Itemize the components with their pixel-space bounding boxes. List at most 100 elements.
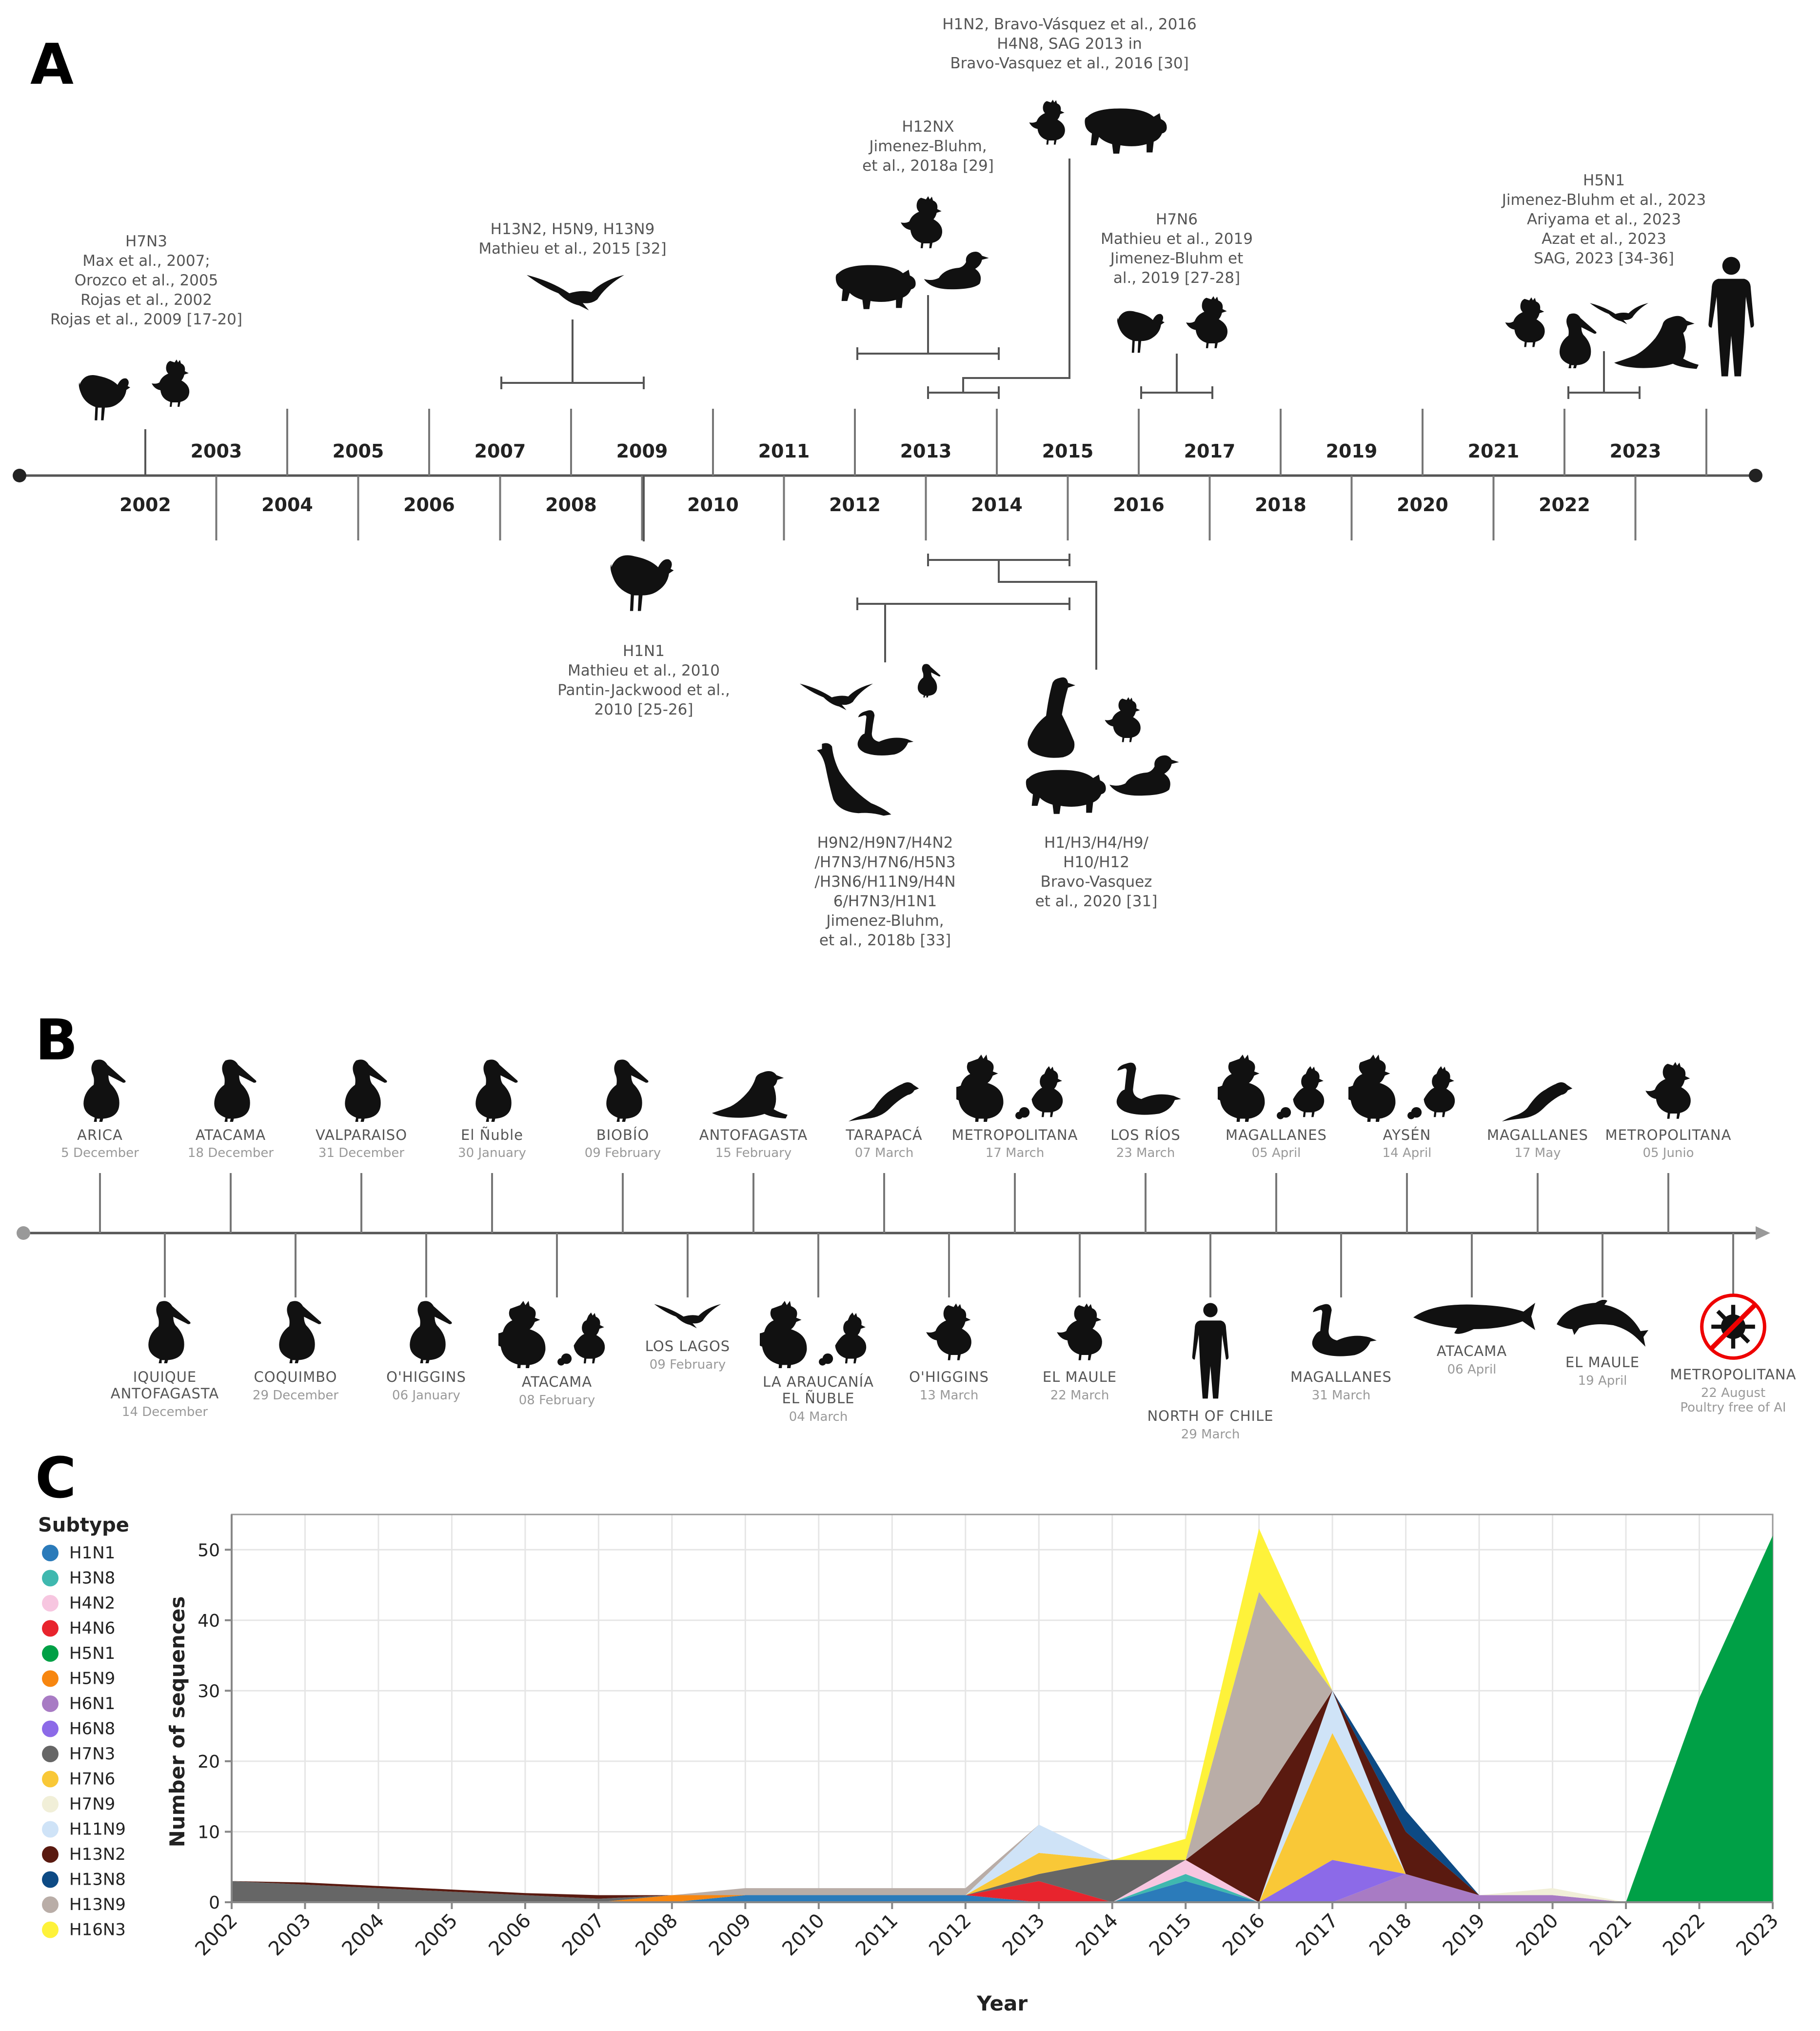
year-label: 2010 [687, 494, 739, 516]
pelican-icon [279, 1301, 321, 1363]
timeline-event: H1/H3/H4/H9/H10/H12 Bravo-Vasquez et al., … [1026, 677, 1179, 910]
timeline-b-event: AYSÉN 14 April [1348, 1055, 1455, 1233]
chicken-icon [1505, 297, 1545, 347]
event-citation-line: H1N1 [623, 642, 665, 660]
event-location: LA ARAUCANÍA [763, 1374, 874, 1390]
x-tick-label: 2019 [1439, 1910, 1490, 1961]
event-location: EL MAULE [1043, 1369, 1117, 1385]
event-location: O'HIGGINS [909, 1369, 989, 1385]
area-series-h13n9 [232, 1535, 1773, 1902]
timeline-event: H7N3 Max et al., 2007; Orozco et al., 2005… [50, 233, 242, 420]
legend-label: H16N3 [69, 1920, 126, 1940]
otter-icon [1502, 1082, 1573, 1122]
event-citation-line: SAG, 2023 [34-36] [1534, 250, 1674, 267]
event-citation-line: Max et al., 2007; [82, 252, 210, 270]
legend-label: H13N8 [69, 1870, 126, 1890]
whale-icon [1413, 1303, 1535, 1334]
timeline-b-event: ATACAMA 18 December [188, 1059, 274, 1233]
timeline-b-start-dot [17, 1226, 30, 1240]
legend-label: H3N8 [69, 1569, 115, 1588]
legend-label: H13N2 [69, 1845, 126, 1864]
year-label: 2016 [1113, 494, 1165, 516]
event-date: 15 February [715, 1146, 792, 1160]
timeline-b-event: COQUIMBO 29 December [253, 1233, 338, 1403]
year-label: 2023 [1610, 440, 1662, 462]
year-label: 2006 [403, 494, 455, 516]
timeline-b-event: ATACAMA 08 February [498, 1233, 605, 1408]
event-location: NORTH OF CHILE [1147, 1408, 1273, 1424]
pelican-icon [148, 1301, 191, 1363]
event-date: 17 May [1514, 1146, 1561, 1160]
year-label: 2022 [1539, 494, 1590, 516]
legend-entry: H7N6 [42, 1770, 115, 1789]
pelican-icon [606, 1059, 649, 1122]
legend-title: Subtype [38, 1514, 129, 1536]
event-date: 14 April [1383, 1146, 1432, 1160]
legend-entry: H3N8 [42, 1569, 115, 1588]
event-date: 08 February [519, 1393, 595, 1408]
timeline-b-event: MAGALLANES 05 April [1218, 1055, 1326, 1233]
x-tick-label: 2006 [484, 1910, 535, 1961]
year-label: 2007 [475, 440, 526, 462]
swan-icon [1312, 1304, 1377, 1356]
x-tick-label: 2014 [1071, 1910, 1123, 1961]
x-tick-label: 2007 [558, 1910, 609, 1961]
event-location: O'HIGGINS [386, 1369, 466, 1385]
event-date: 29 December [253, 1388, 338, 1403]
timeline-event: H9N2/H9N7/H4N2/H7N3/H7N6/H5N3/H3N6/H11N9… [800, 664, 956, 949]
legend-label: H6N8 [69, 1719, 115, 1739]
legend-swatch [42, 1921, 59, 1938]
event-date: 23 March [1116, 1146, 1175, 1160]
legend-swatch [42, 1871, 59, 1888]
event-citation-line: 6/H7N3/H1N1 [833, 893, 937, 910]
poultry-icon [1218, 1055, 1325, 1122]
event-date: 05 Junio [1642, 1146, 1694, 1160]
event-citation-line: /H7N3/H7N6/H5N3 [814, 854, 955, 871]
human-icon [1192, 1303, 1229, 1399]
event-citation-line: Jimenez-Bluhm, [825, 912, 944, 930]
event-location: METROPOLITANA [1605, 1127, 1732, 1143]
legend-swatch [42, 1595, 59, 1612]
event-citation-line: H4N8, SAG 2013 in [997, 35, 1142, 53]
goose-icon [1028, 677, 1075, 758]
chart-grid [231, 1513, 1774, 1903]
timeline-a-end-dot [1749, 469, 1762, 482]
event-location: AYSÉN [1383, 1127, 1431, 1143]
timeline-event: H1N2, Bravo-Vásquez et al., 2016 H4N8, SA… [942, 16, 1197, 154]
event-location: LOS RÍOS [1110, 1127, 1181, 1143]
timeline-b-event: O'HIGGINS 06 January [386, 1233, 466, 1403]
event-citation-line: H7N3 [125, 233, 167, 250]
x-tick-label: 2021 [1585, 1910, 1637, 1961]
duck-icon [924, 252, 989, 290]
event-citation-line: et al., 2018a [29] [862, 157, 994, 175]
timeline-event: H13N2, H5N9, H13N9 Mathieu et al., 2015 [… [478, 220, 667, 311]
event-citation-line: Jimenez-Bluhm, [868, 138, 987, 155]
legend-swatch [42, 1896, 59, 1913]
y-axis-title: Number of sequences [165, 1596, 189, 1848]
area-series-h7n9 [232, 1535, 1773, 1902]
timeline-b-event: EL MAULE 22 March [1043, 1233, 1117, 1403]
x-tick-label: 2009 [705, 1910, 756, 1961]
timeline-b-event: ATACAMA 06 April [1413, 1233, 1535, 1377]
turkey-icon [79, 375, 130, 420]
legend-entry: H13N8 [42, 1870, 126, 1890]
x-axis-title: Year [976, 1991, 1028, 2015]
legend-entry: H11N9 [42, 1820, 126, 1839]
x-tick-label: 2015 [1145, 1910, 1196, 1961]
turkey-icon [1117, 311, 1165, 353]
timeline-a-events: H7N3 Max et al., 2007; Orozco et al., 2005… [50, 16, 1754, 949]
area-series-h7n3 [232, 1535, 1773, 1902]
event-h1n2-bracket [927, 159, 1070, 399]
year-label: 2015 [1042, 440, 1094, 462]
year-label: 2017 [1184, 440, 1236, 462]
year-label: 2020 [1397, 494, 1448, 516]
legend-entry: H13N2 [42, 1845, 126, 1864]
event-location: ATACAMA [1437, 1343, 1507, 1359]
event-date: 05 April [1252, 1146, 1301, 1160]
event-date: 31 March [1312, 1388, 1371, 1403]
pelican-icon [475, 1059, 518, 1122]
timeline-b-event: LOS LAGOS 09 February [645, 1233, 730, 1372]
